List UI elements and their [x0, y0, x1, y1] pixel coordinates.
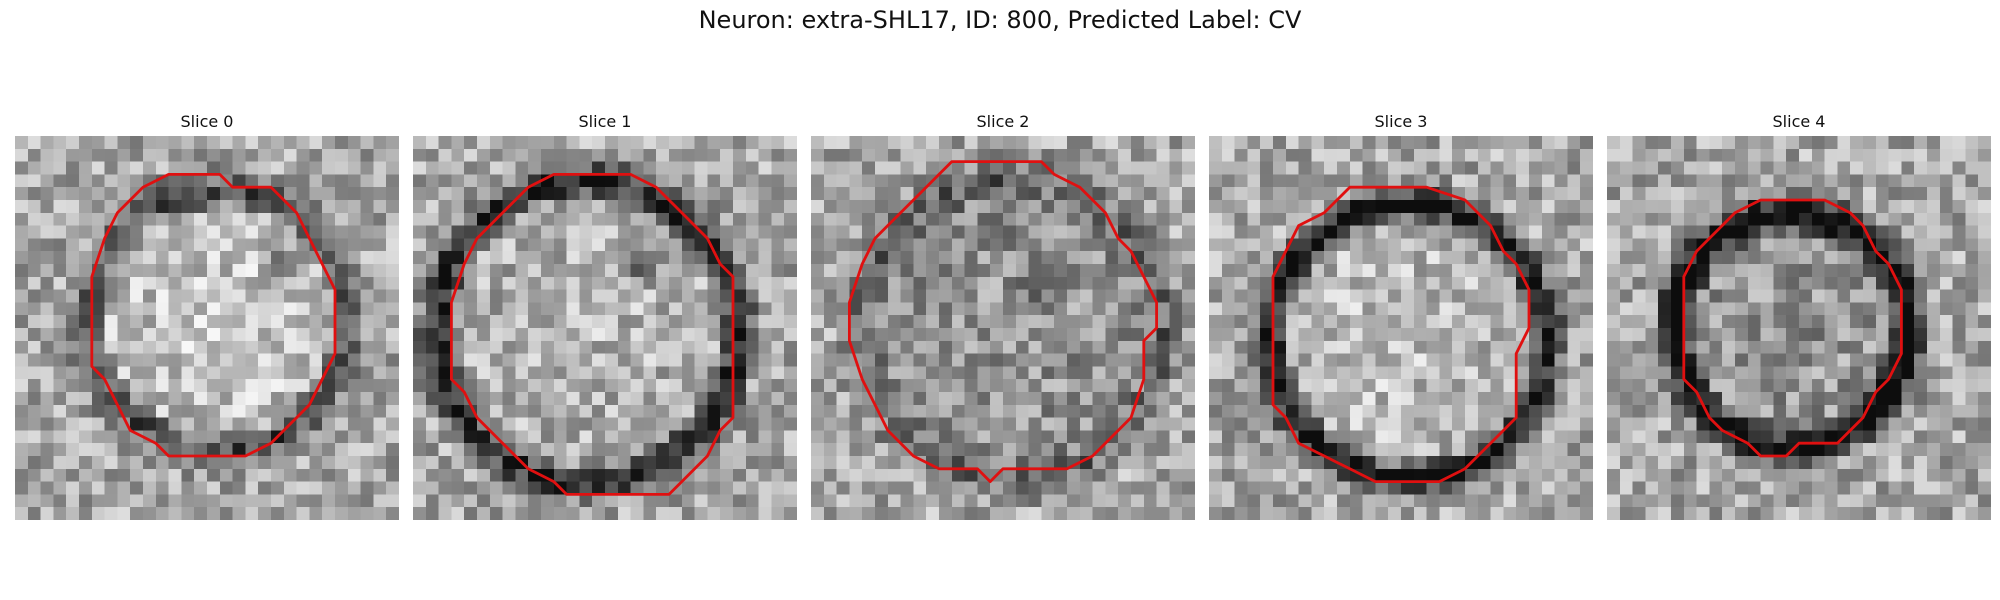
- slice-panel-4: Slice 4: [1607, 110, 1991, 520]
- slice-panel-2: Slice 2: [811, 110, 1195, 520]
- slice-title-0: Slice 0: [180, 112, 234, 131]
- contour-overlay-3: [1271, 185, 1531, 484]
- slice-title-2: Slice 2: [976, 112, 1030, 131]
- contour-overlay-1: [449, 172, 735, 496]
- slice-image-1: [413, 136, 797, 520]
- slice-panel-0: Slice 0: [15, 110, 399, 520]
- slice-image-2: [811, 136, 1195, 520]
- slice-panel-3: Slice 3: [1209, 110, 1593, 520]
- slice-image-0: [15, 136, 399, 520]
- contour-overlay-4: [1682, 198, 1903, 458]
- slice-image-4: [1607, 136, 1991, 520]
- contour-outline-0: [90, 172, 337, 458]
- contour-overlay-0: [90, 172, 337, 458]
- slice-title-4: Slice 4: [1772, 112, 1826, 131]
- contour-outline-2: [847, 160, 1159, 484]
- contour-overlay-2: [847, 160, 1159, 484]
- slice-image-3: [1209, 136, 1593, 520]
- contour-outline-4: [1682, 198, 1903, 458]
- slice-title-3: Slice 3: [1374, 112, 1428, 131]
- grayscale-slice-2: [811, 136, 1195, 520]
- contour-outline-3: [1271, 185, 1531, 484]
- slice-panel-1: Slice 1: [413, 110, 797, 520]
- figure-title: Neuron: extra-SHL17, ID: 800, Predicted …: [698, 6, 1302, 34]
- contour-outline-1: [449, 172, 735, 496]
- slice-title-1: Slice 1: [578, 112, 632, 131]
